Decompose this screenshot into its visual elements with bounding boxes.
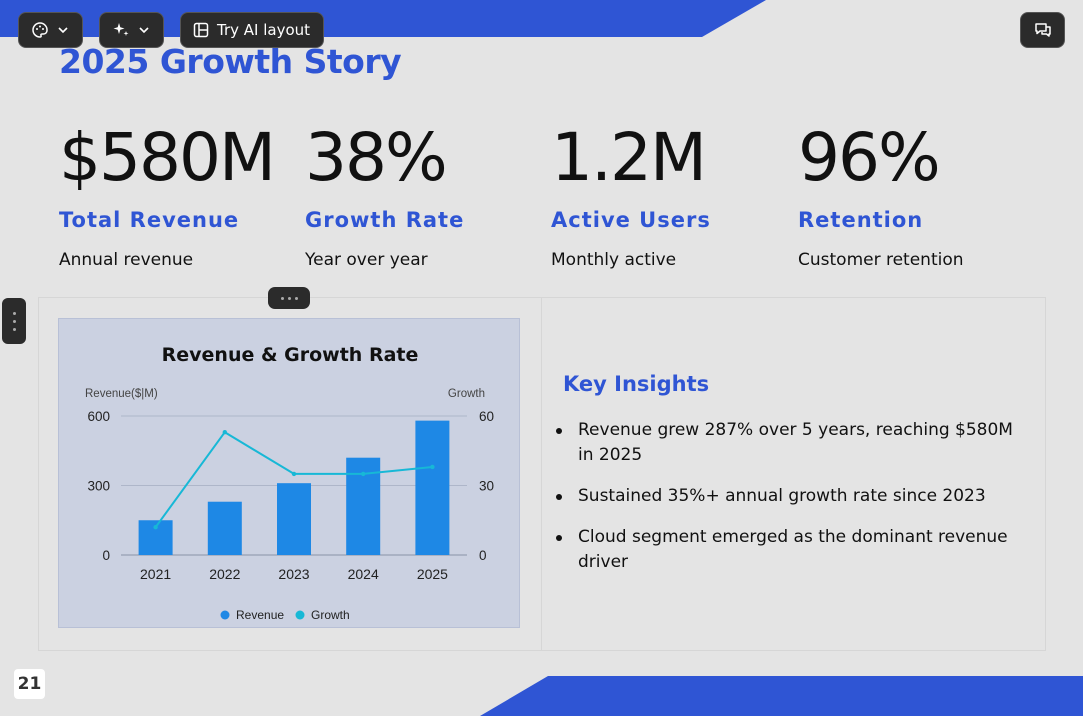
bottom-accent-band (480, 676, 1083, 716)
insights-list[interactable]: Revenue grew 287% over 5 years, reaching… (556, 418, 1023, 591)
try-ai-layout-label: Try AI layout (217, 21, 311, 39)
ai-magic-button[interactable] (99, 12, 164, 48)
stat-label: Active Users (551, 208, 711, 232)
try-ai-layout-button[interactable]: Try AI layout (180, 12, 324, 48)
theme-button[interactable] (18, 12, 83, 48)
column-divider (541, 297, 542, 651)
legend-revenue-marker (220, 610, 230, 620)
stat-value: 1.2M (551, 119, 707, 196)
sparkle-icon (113, 23, 129, 36)
stat-growth-rate[interactable]: 38% Growth Rate Year over year (305, 118, 545, 270)
block-drag-handle[interactable] (268, 287, 310, 309)
legend-revenue-label: Revenue (236, 608, 284, 622)
page-number-badge: 21 (14, 669, 45, 699)
stat-value: 96% (798, 119, 941, 196)
x-tick-label: 2024 (348, 566, 379, 582)
chevron-down-icon (139, 27, 149, 34)
y-tick-left: 300 (87, 479, 110, 494)
insights-heading[interactable]: Key Insights (563, 372, 710, 396)
revenue-bar (277, 483, 311, 555)
stat-label: Growth Rate (305, 208, 465, 232)
x-tick-label: 2023 (278, 566, 309, 582)
revenue-chart[interactable]: Revenue & Growth Rate Revenue($|M) Growth 0… (58, 318, 520, 628)
stat-description: Annual revenue (59, 250, 194, 270)
stat-value: $580M (59, 119, 276, 196)
y-axis-right-label: Growth (448, 388, 485, 400)
stat-label: Retention (798, 208, 924, 232)
x-tick-label: 2025 (417, 566, 448, 582)
chat-button[interactable] (1020, 12, 1065, 48)
chart-svg: Revenue & Growth Rate Revenue($|M) Growth 0… (85, 344, 494, 622)
y-tick-left: 0 (102, 548, 110, 563)
growth-point (361, 471, 366, 477)
y-tick-right: 60 (479, 409, 494, 424)
x-tick-label: 2021 (140, 566, 171, 582)
stat-total-revenue[interactable]: $580M Total Revenue Annual revenue (59, 118, 299, 270)
palette-icon (32, 22, 48, 38)
legend-growth-label: Growth (311, 608, 350, 622)
y-axis-left-label: Revenue($|M) (85, 388, 158, 400)
chevron-down-icon (58, 27, 68, 34)
two-column-block[interactable] (38, 297, 1046, 651)
chart-title: Revenue & Growth Rate (162, 344, 419, 366)
slide-title[interactable]: 2025 Growth Story (59, 42, 402, 81)
y-tick-right: 30 (479, 479, 494, 494)
insight-item: Sustained 35%+ annual growth rate since … (556, 484, 1023, 509)
y-tick-right: 0 (479, 548, 487, 563)
growth-point (430, 464, 435, 470)
stat-active-users[interactable]: 1.2M Active Users Monthly active (551, 118, 791, 270)
insight-item: Cloud segment emerged as the dominant re… (556, 525, 1023, 575)
growth-point (222, 430, 227, 435)
y-tick-left: 600 (87, 409, 110, 424)
stat-retention[interactable]: 96% Retention Customer retention (798, 118, 1038, 270)
stat-label: Total Revenue (59, 208, 240, 232)
x-tick-label: 2022 (209, 566, 240, 582)
insight-item: Revenue grew 287% over 5 years, reaching… (556, 418, 1023, 468)
layout-icon (193, 22, 209, 38)
chat-icon (1034, 23, 1051, 37)
growth-point (291, 471, 297, 477)
legend-growth-marker (295, 610, 305, 620)
stat-description: Monthly active (551, 250, 677, 270)
revenue-bar (415, 420, 450, 555)
revenue-bar (207, 501, 242, 555)
block-side-handle[interactable] (2, 298, 26, 344)
stat-description: Year over year (305, 250, 428, 270)
growth-point (153, 525, 158, 530)
stat-description: Customer retention (798, 250, 964, 270)
stat-value: 38% (305, 119, 448, 196)
